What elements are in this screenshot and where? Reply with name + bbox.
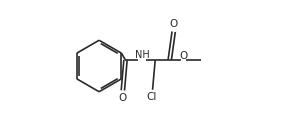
Text: O: O (170, 19, 178, 29)
Text: O: O (179, 51, 188, 61)
Text: O: O (118, 93, 126, 103)
Text: NH: NH (135, 50, 149, 60)
Text: Cl: Cl (147, 92, 157, 102)
